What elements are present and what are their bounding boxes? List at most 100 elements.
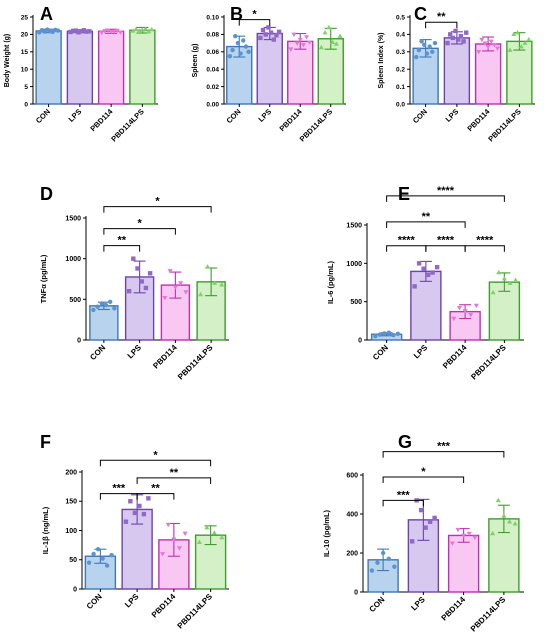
y-axis-label: Body Weight (g)	[4, 34, 11, 88]
data-point-PBD114LPS	[495, 497, 501, 503]
x-tick-label: PBD114LPS	[109, 107, 145, 143]
data-point-PBD114LPS	[490, 530, 496, 536]
data-point-PBD114	[491, 43, 497, 48]
significance-label: ***	[112, 483, 126, 495]
data-point-LPS	[87, 29, 92, 34]
x-tick-label: PBD114	[440, 595, 468, 623]
data-point-LPS	[416, 261, 422, 266]
data-point-PBD114LPS	[212, 280, 218, 285]
y-axis-label: Spleen Index (%)	[378, 32, 385, 88]
significance-label: ***	[397, 489, 411, 501]
data-point-PBD114LPS	[219, 282, 225, 287]
data-point-CON	[91, 307, 96, 313]
data-point-PBD114LPS	[518, 43, 524, 49]
y-tick-label: 0.5	[396, 14, 405, 21]
data-point-PBD114	[176, 546, 183, 551]
data-point-CON	[55, 28, 61, 33]
data-point-CON	[422, 42, 427, 48]
panel-letter: C	[414, 4, 427, 24]
x-tick-label: CON	[411, 107, 429, 125]
significance-label: ****	[476, 235, 494, 247]
data-point-LPS	[423, 525, 428, 530]
data-point-PBD114LPS	[211, 530, 217, 535]
data-point-CON	[95, 304, 100, 309]
x-tick-label: PBD114	[88, 106, 115, 133]
data-point-CON	[386, 330, 392, 335]
data-point-LPS	[143, 285, 149, 291]
data-point-PBD114LPS	[506, 519, 513, 524]
x-tick-label: PBD114LPS	[176, 343, 215, 382]
data-point-CON	[243, 44, 249, 49]
significance-label: ****	[437, 235, 455, 247]
y-tick-label: 150	[65, 499, 77, 506]
bar-CON	[35, 30, 62, 105]
data-point-PBD114LPS	[204, 524, 210, 530]
significance-label: *	[155, 196, 160, 208]
y-tick-label: 0.02	[206, 84, 219, 91]
data-point-CON	[382, 331, 387, 336]
data-point-CON	[395, 331, 401, 337]
bar-LPS	[443, 37, 471, 105]
panel-A: A 0 5 10 15 20 25 Body Weight (g) CON LPS PBD114PB…	[4, 4, 158, 143]
x-tick-label: CON	[371, 343, 390, 362]
data-point-LPS	[131, 256, 136, 261]
data-point-PBD114LPS	[501, 276, 507, 281]
y-tick-label: 0.00	[206, 101, 219, 108]
data-point-LPS	[453, 28, 458, 34]
x-tick-label: LPS	[123, 592, 141, 610]
y-tick-label: 20	[21, 32, 29, 39]
y-tick-label: 0	[77, 337, 81, 344]
significance-bracket	[386, 195, 505, 202]
y-tick-label: 5	[24, 84, 28, 91]
data-point-LPS	[276, 29, 282, 34]
data-point-CON	[91, 551, 96, 557]
data-point-PBD114	[494, 46, 501, 51]
significance-bracket	[382, 476, 465, 483]
data-point-PBD114LPS	[149, 26, 155, 32]
panel-letter: E	[398, 184, 410, 204]
panel-letter: B	[230, 4, 243, 24]
significance-bracket	[238, 19, 271, 26]
data-point-CON	[246, 49, 251, 54]
bar-LPS	[66, 30, 94, 105]
y-tick-label: 200	[346, 550, 358, 557]
significance-bracket	[464, 245, 505, 252]
bar-PBD114LPS	[129, 29, 156, 105]
data-point-CON	[112, 306, 117, 311]
x-tick-label: LPS	[444, 107, 461, 124]
data-point-LPS	[432, 515, 437, 521]
data-point-PBD114LPS	[326, 24, 332, 30]
data-point-PBD114	[456, 306, 463, 311]
x-tick-label: PBD114	[441, 343, 469, 371]
significance-bracket	[136, 477, 212, 484]
significance-bracket	[425, 21, 458, 29]
data-point-LPS	[258, 35, 263, 41]
x-tick-label: LPS	[67, 107, 84, 124]
data-point-PBD114LPS	[337, 33, 343, 38]
x-tick-label: PBD114	[150, 592, 178, 620]
significance-label: *	[421, 466, 426, 478]
data-point-LPS	[266, 25, 271, 30]
data-point-PBD114LPS	[513, 277, 519, 282]
data-point-CON	[377, 332, 383, 337]
y-tick-label: 500	[69, 297, 81, 304]
data-point-LPS	[126, 289, 132, 294]
x-tick-label: PBD114LPS	[469, 595, 508, 634]
data-point-PBD114	[171, 537, 177, 542]
y-tick-label: 0	[358, 337, 362, 344]
data-point-CON	[86, 560, 92, 565]
data-point-LPS	[147, 271, 153, 276]
data-point-PBD114	[167, 269, 173, 274]
data-point-PBD114	[473, 303, 479, 309]
y-tick-label: 1500	[65, 215, 81, 222]
data-point-PBD114	[479, 37, 485, 43]
panel-letter: A	[40, 4, 53, 24]
significance-label: **	[151, 483, 160, 495]
data-point-CON	[419, 39, 424, 44]
panel-letter: F	[40, 432, 51, 452]
data-point-CON	[95, 547, 101, 552]
y-tick-label: 0	[24, 101, 28, 108]
significance-bracket	[136, 493, 175, 500]
data-point-PBD114	[162, 295, 168, 301]
data-point-PBD114	[297, 37, 303, 43]
